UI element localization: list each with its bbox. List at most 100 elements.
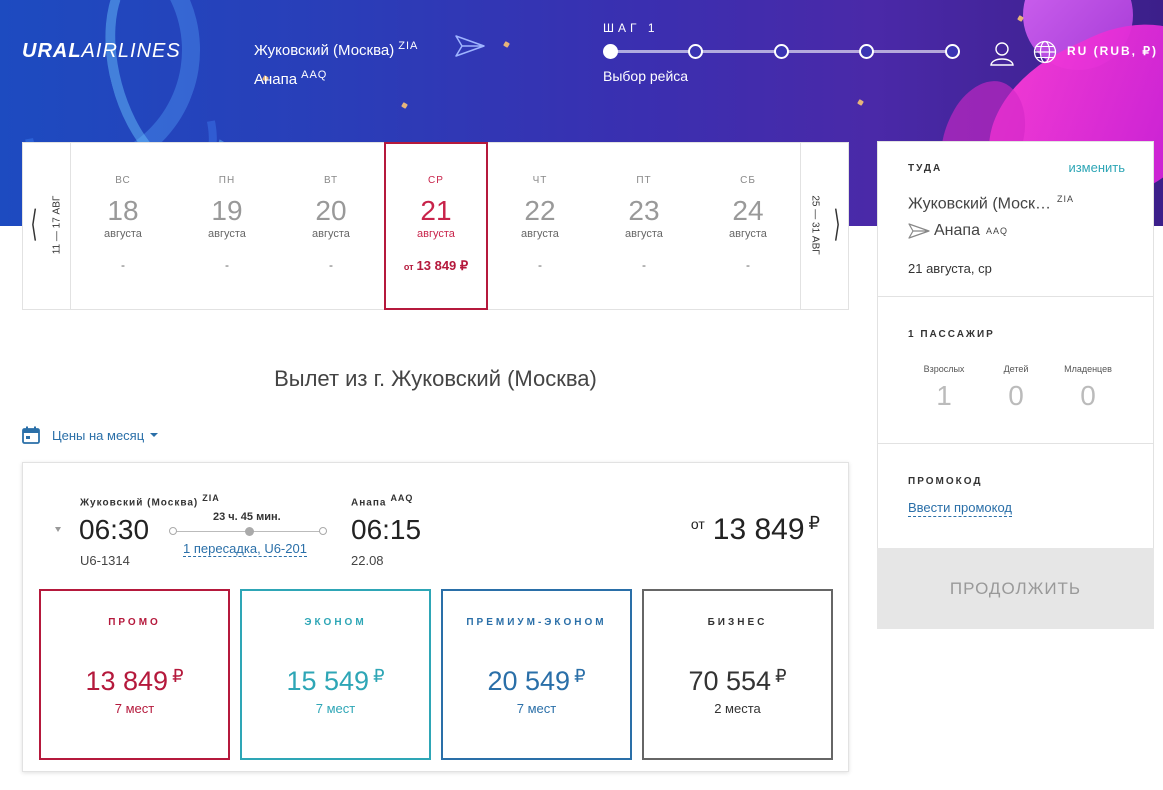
- day-number: 21: [420, 195, 452, 226]
- adults-counter[interactable]: Взрослых 1: [904, 364, 984, 412]
- paper-plane-icon: [908, 223, 930, 239]
- departure-time: 06:30: [79, 514, 150, 545]
- date-cell[interactable]: ПТ 23 августа -: [592, 143, 696, 309]
- children-counter[interactable]: Детей 0: [976, 364, 1056, 412]
- arrival-time: 06:15: [351, 514, 422, 545]
- fare-business[interactable]: БИЗНЕС 70 554 ₽ 2 места: [642, 589, 833, 760]
- header-destination: Анапа: [254, 71, 298, 88]
- summary-date: 21 августа, ср: [908, 261, 992, 276]
- step-title: ШАГ 1: [603, 21, 659, 35]
- step-dot-2: [688, 44, 703, 59]
- route-start-dot: [169, 527, 177, 535]
- header-origin-code: ZIA: [398, 40, 419, 52]
- day-price: -: [746, 258, 750, 272]
- day-month: августа: [417, 228, 455, 240]
- infants-counter[interactable]: Младенцев 0: [1048, 364, 1128, 412]
- fare-name: ПРЕМИУМ-ЭКОНОМ: [466, 617, 607, 628]
- fare-seats: 7 мест: [516, 701, 557, 716]
- direction-title: ТУДА: [908, 163, 943, 174]
- infants-label: Младенцев: [1064, 364, 1112, 374]
- confetti-decoration: [503, 41, 510, 48]
- day-price: -: [538, 258, 542, 272]
- day-month: августа: [208, 228, 246, 240]
- day-number: 20: [315, 195, 347, 226]
- day-month: августа: [625, 228, 663, 240]
- fare-price: 13 849 ₽: [85, 666, 184, 696]
- fare-seats: 7 мест: [114, 701, 155, 716]
- fare-price: 70 554 ₽: [688, 666, 787, 696]
- expand-triangle-icon[interactable]: [55, 527, 61, 532]
- confetti-decoration: [857, 99, 864, 106]
- date-cell[interactable]: СБ 24 августа -: [696, 143, 800, 309]
- day-price: -: [329, 258, 333, 272]
- summary-route-section: ТУДА изменить Жуковский (Моск… ZIA Анапа A…: [878, 142, 1153, 297]
- day-price: от 13 849 ₽: [403, 258, 469, 273]
- flight-destination: Анапа AAQ: [351, 493, 414, 509]
- adults-label: Взрослых: [923, 364, 965, 374]
- flight-number: U6-1314: [80, 553, 130, 568]
- month-prices-label: Цены на месяц: [52, 427, 145, 443]
- date-cell-selected[interactable]: СР 21 августа от 13 849 ₽: [384, 142, 488, 310]
- prev-week-range: 11 — 17 АВГ: [51, 195, 63, 255]
- day-number: 22: [524, 195, 556, 226]
- fare-seats: 7 мест: [315, 701, 356, 716]
- flight-card: Жуковский (Москва) ZIA 06:30 U6-1314 23 ч…: [22, 462, 849, 772]
- fare-name: ЭКОНОМ: [304, 617, 367, 628]
- date-cell[interactable]: ВС 18 августа -: [71, 143, 175, 309]
- next-week-range: 25 — 31 АВГ: [809, 195, 821, 255]
- month-prices-dropdown[interactable]: Цены на месяц: [22, 426, 159, 444]
- children-value: 0: [1008, 380, 1024, 411]
- step-label: Выбор рейса: [603, 68, 689, 84]
- user-icon[interactable]: [989, 40, 1015, 66]
- route-end-dot: [319, 527, 327, 535]
- fare-premium-econom[interactable]: ПРЕМИУМ-ЭКОНОМ 20 549 ₽ 7 мест: [441, 589, 632, 760]
- departure-title: Вылет из г. Жуковский (Москва): [274, 366, 597, 391]
- date-selector: ⟨ 11 — 17 АВГ ВС 18 августа - ПН 19 авгу…: [22, 142, 849, 310]
- day-of-week: ВС: [115, 175, 131, 186]
- next-week-button[interactable]: ⟩ 25 — 31 АВГ: [800, 143, 848, 309]
- date-cell[interactable]: ПН 19 августа -: [175, 143, 279, 309]
- header-route: Жуковский (Москва) ZIA Анапа AAQ: [254, 34, 418, 92]
- confetti-decoration: [401, 102, 408, 109]
- day-of-week: СР: [428, 175, 444, 186]
- day-price: -: [642, 258, 646, 272]
- ural-airlines-logo[interactable]: URALAIRLINES: [22, 40, 181, 62]
- globe-icon[interactable]: [1033, 40, 1057, 64]
- header-destination-code: AAQ: [301, 69, 328, 81]
- day-price: -: [225, 258, 229, 272]
- day-of-week: ПН: [218, 175, 236, 186]
- children-label: Детей: [1003, 364, 1029, 374]
- continue-button[interactable]: ПРОДОЛЖИТЬ: [877, 548, 1154, 629]
- summary-origin: Жуковский (Моск… ZIA: [908, 194, 1075, 213]
- day-number: 18: [107, 195, 139, 226]
- day-price: -: [121, 258, 125, 272]
- day-month: августа: [729, 228, 767, 240]
- summary-destination: Анапа AAQ: [908, 222, 1008, 240]
- day-of-week: ЧТ: [532, 175, 548, 186]
- language-currency-selector[interactable]: RU (RUB, ₽): [1067, 44, 1158, 58]
- fare-promo[interactable]: ПРОМО 13 849 ₽ 7 мест: [39, 589, 230, 760]
- day-month: августа: [521, 228, 559, 240]
- day-number: 19: [211, 195, 243, 226]
- day-of-week: ВТ: [323, 175, 339, 186]
- adults-value: 1: [936, 380, 952, 411]
- calendar-icon: [22, 426, 40, 444]
- fare-name: ПРОМО: [108, 617, 161, 628]
- date-cell[interactable]: ВТ 20 августа -: [279, 143, 383, 309]
- step-dot-3: [774, 44, 789, 59]
- enter-promo-link[interactable]: Ввести промокод: [908, 500, 1013, 517]
- day-of-week: ПТ: [636, 175, 652, 186]
- fare-econom[interactable]: ЭКОНОМ 15 549 ₽ 7 мест: [240, 589, 431, 760]
- day-of-week: СБ: [740, 175, 756, 186]
- fare-name: БИЗНЕС: [707, 617, 768, 628]
- chevron-left-icon: ⟨: [30, 204, 38, 245]
- promo-title: ПРОМОКОД: [908, 476, 983, 487]
- flight-duration: 23 ч. 45 мин.: [213, 511, 281, 523]
- booking-summary-panel: ТУДА изменить Жуковский (Моск… ZIA Анапа A…: [877, 141, 1154, 629]
- passengers-section: 1 ПАССАЖИР: [878, 297, 1153, 444]
- transfer-link[interactable]: 1 пересадка, U6-201: [183, 541, 307, 557]
- prev-week-button[interactable]: ⟨ 11 — 17 АВГ: [23, 143, 71, 309]
- change-link[interactable]: изменить: [1068, 160, 1125, 175]
- header-origin: Жуковский (Москва): [254, 42, 395, 59]
- date-cell[interactable]: ЧТ 22 августа -: [488, 143, 592, 309]
